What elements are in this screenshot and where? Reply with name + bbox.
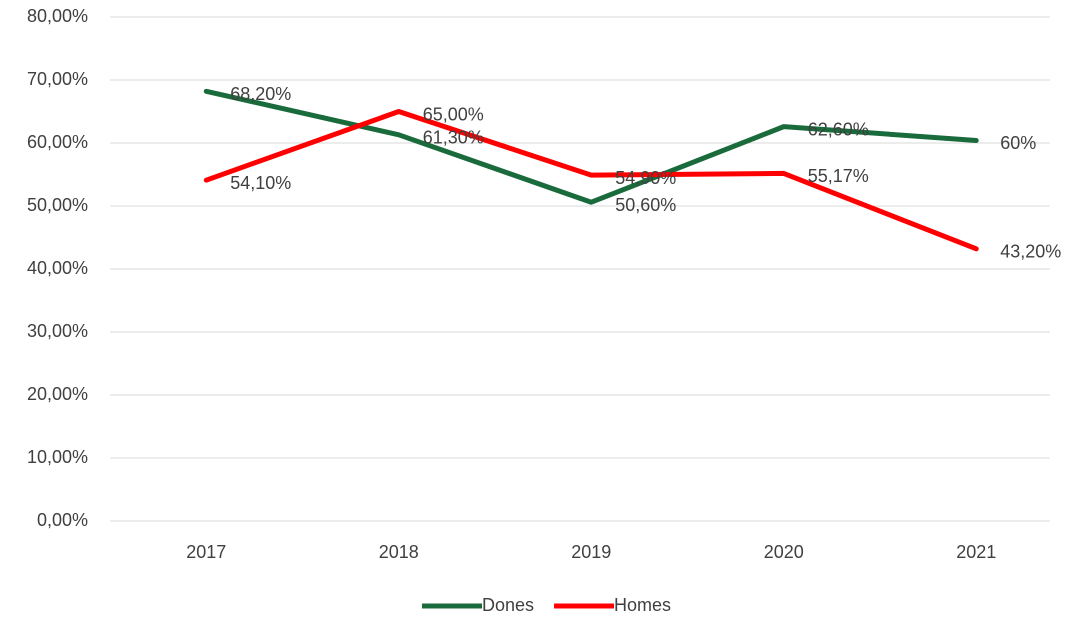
x-tick-label: 2018 <box>379 542 419 562</box>
data-label: 54,90% <box>615 168 676 188</box>
data-label: 55,17% <box>808 166 869 186</box>
y-tick-label: 60,00% <box>27 132 88 152</box>
y-tick-label: 80,00% <box>27 6 88 26</box>
x-tick-label: 2017 <box>186 542 226 562</box>
data-label: 62,60% <box>808 119 869 139</box>
data-label: 61,30% <box>423 128 484 148</box>
legend-label: Homes <box>614 595 671 615</box>
y-tick-label: 20,00% <box>27 384 88 404</box>
x-tick-label: 2021 <box>956 542 996 562</box>
legend-label: Dones <box>482 595 534 615</box>
data-label: 60% <box>1000 133 1036 153</box>
data-label: 50,60% <box>615 195 676 215</box>
series-line <box>203 88 979 205</box>
data-label: 68,20% <box>230 84 291 104</box>
series-line <box>203 109 979 252</box>
y-tick-label: 30,00% <box>27 321 88 341</box>
y-tick-label: 70,00% <box>27 69 88 89</box>
x-tick-label: 2020 <box>764 542 804 562</box>
data-label: 54,10% <box>230 173 291 193</box>
y-tick-label: 10,00% <box>27 447 88 467</box>
x-tick-label: 2019 <box>571 542 611 562</box>
y-tick-label: 40,00% <box>27 258 88 278</box>
legend: Dones Homes <box>422 595 671 615</box>
y-tick-label: 0,00% <box>37 510 88 530</box>
data-label: 43,20% <box>1000 242 1061 262</box>
data-label: 65,00% <box>423 104 484 124</box>
y-tick-label: 50,00% <box>27 195 88 215</box>
